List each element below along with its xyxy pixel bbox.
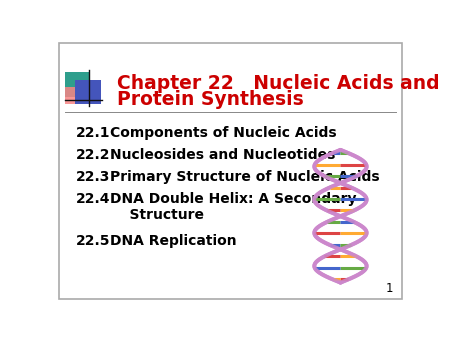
Text: Primary Structure of Nucleic Acids: Primary Structure of Nucleic Acids	[110, 170, 380, 184]
Text: Nucleosides and Nucleotides: Nucleosides and Nucleotides	[110, 148, 336, 162]
Bar	[65, 88, 76, 104]
Text: DNA Replication: DNA Replication	[110, 234, 237, 248]
Text: 22.5: 22.5	[76, 234, 110, 248]
Text: Structure: Structure	[110, 208, 204, 222]
Bar	[65, 88, 82, 104]
Text: 22.4: 22.4	[76, 192, 110, 206]
Bar	[76, 80, 100, 104]
Text: 22.2: 22.2	[76, 148, 110, 162]
Text: 1: 1	[385, 282, 393, 295]
FancyBboxPatch shape	[59, 43, 402, 299]
Bar	[65, 72, 90, 97]
Text: 22.3: 22.3	[76, 170, 110, 184]
Text: Protein Synthesis: Protein Synthesis	[117, 90, 304, 108]
Text: 22.1: 22.1	[76, 126, 110, 140]
Text: Chapter 22   Nucleic Acids and: Chapter 22 Nucleic Acids and	[117, 74, 440, 93]
Text: Components of Nucleic Acids: Components of Nucleic Acids	[110, 126, 337, 140]
Text: DNA Double Helix: A Secondary: DNA Double Helix: A Secondary	[110, 192, 357, 206]
